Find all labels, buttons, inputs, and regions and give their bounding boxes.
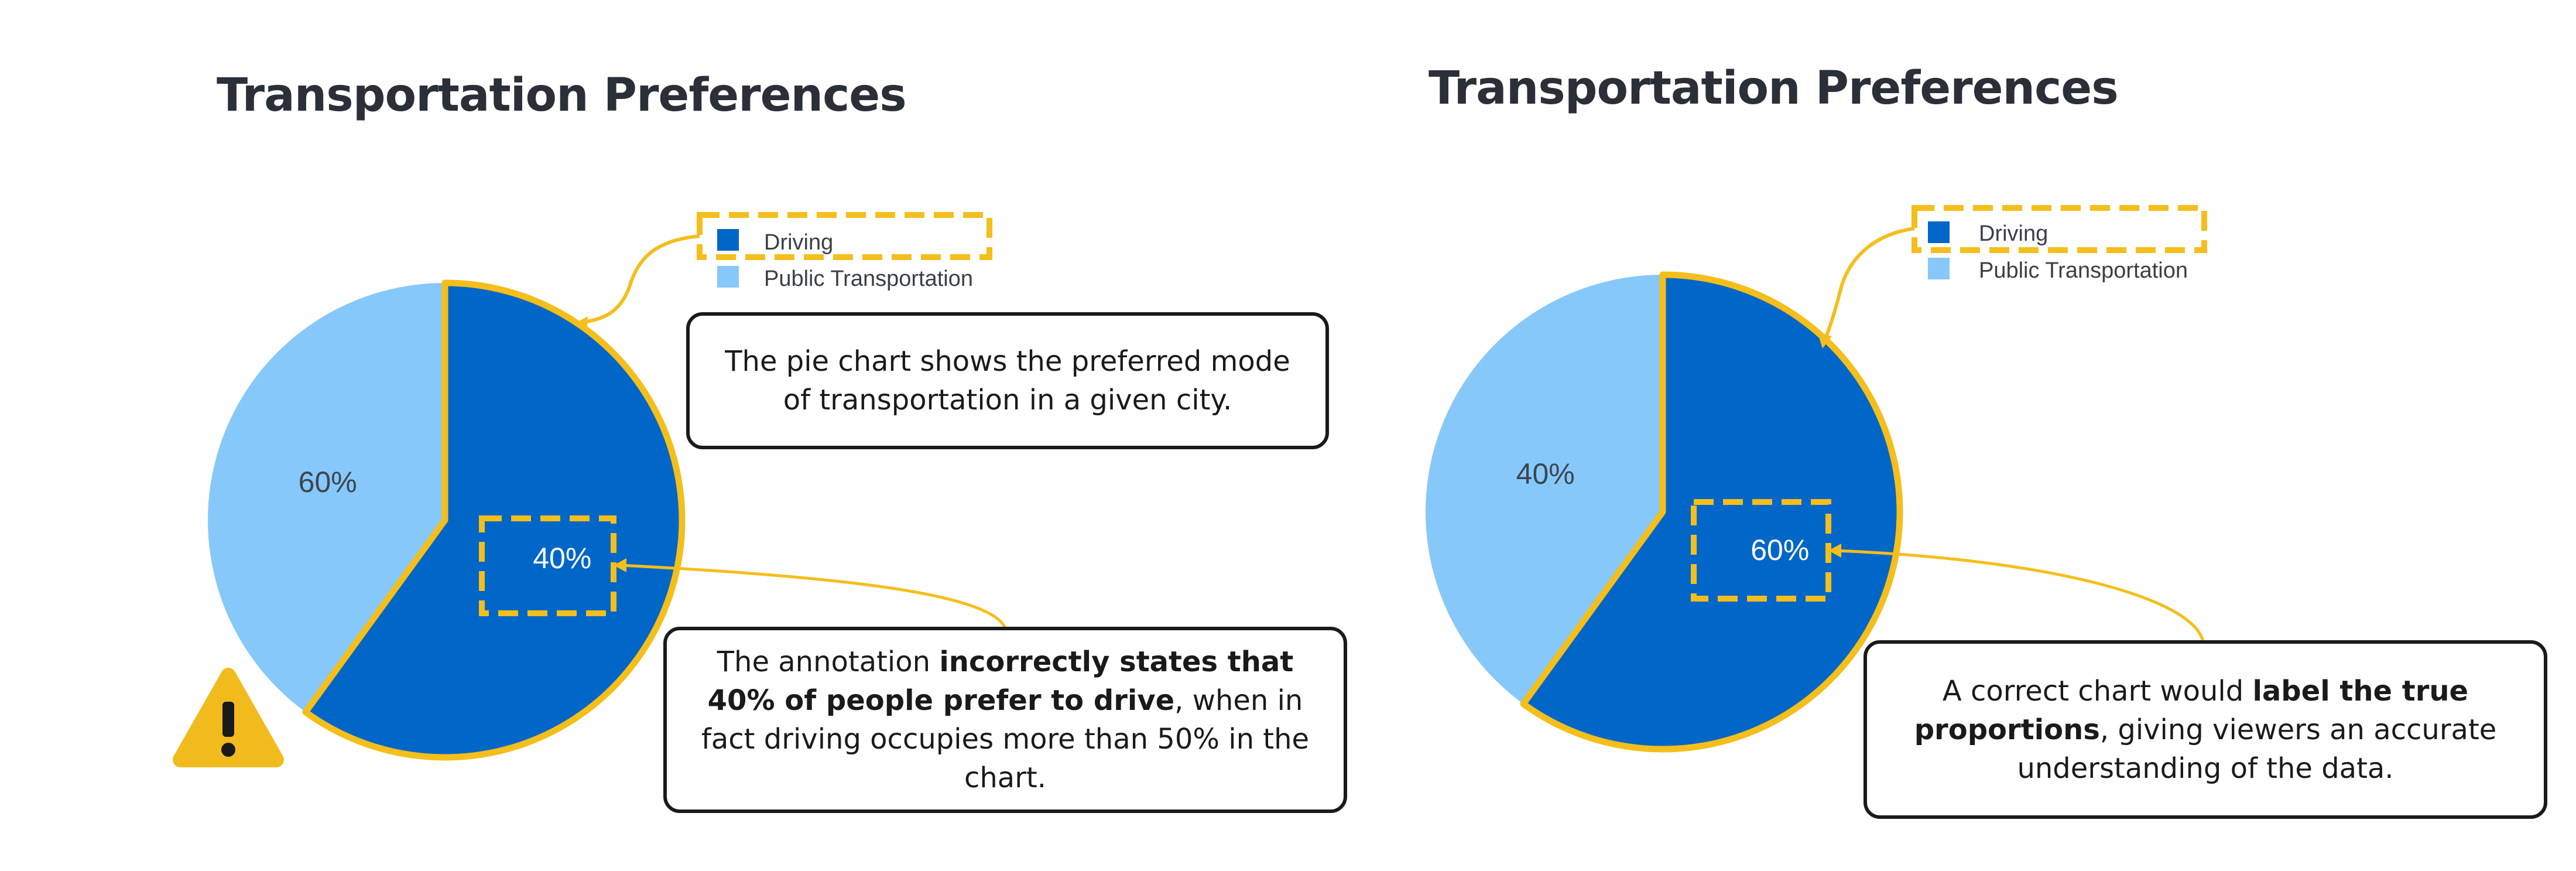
correction-text: A correct chart would label the true pro… <box>1886 672 2525 788</box>
misleading-chart-panel: Transportation Preferences 40% 60% Drivin… <box>0 0 1288 871</box>
error-text: The annotation incorrectly states that 4… <box>686 643 1325 797</box>
legend-label-public-transportation: Public Transportation <box>764 267 973 291</box>
legend-swatch-driving <box>1928 221 1950 243</box>
legend-connector-arrow <box>1825 228 1914 339</box>
legend: Driving Public Transportation <box>1914 208 2204 283</box>
legend-highlight-box <box>700 215 989 257</box>
error-callout: The annotation incorrectly states that 4… <box>663 627 1347 813</box>
slice-label-driving: 40% <box>533 542 591 575</box>
description-callout: The pie chart shows the preferred mode o… <box>686 312 1329 449</box>
legend-label-public-transportation: Public Transportation <box>1979 258 2188 283</box>
pie-slices: 60% 40% <box>1426 275 1900 749</box>
legend-swatch-public-transportation <box>717 266 739 288</box>
legend-label-driving: Driving <box>764 230 833 255</box>
legend: Driving Public Transportation <box>700 215 989 291</box>
legend-swatch-driving <box>717 229 739 251</box>
slice-label-public-transportation: 60% <box>299 466 357 498</box>
slice-label-driving: 60% <box>1751 534 1809 566</box>
legend-highlight-box <box>1914 208 2204 250</box>
legend-label-driving: Driving <box>1979 221 2048 246</box>
correction-callout: A correct chart would label the true pro… <box>1864 640 2547 819</box>
description-text: The pie chart shows the preferred mode o… <box>708 342 1307 419</box>
slice-label-public-transportation: 40% <box>1516 457 1575 490</box>
warning-icon <box>180 675 276 760</box>
legend-connector-arrow <box>583 236 700 322</box>
corrected-chart-panel: Transportation Preferences 60% 40% Drivin… <box>1288 0 2576 871</box>
legend-swatch-public-transportation <box>1928 258 1950 279</box>
